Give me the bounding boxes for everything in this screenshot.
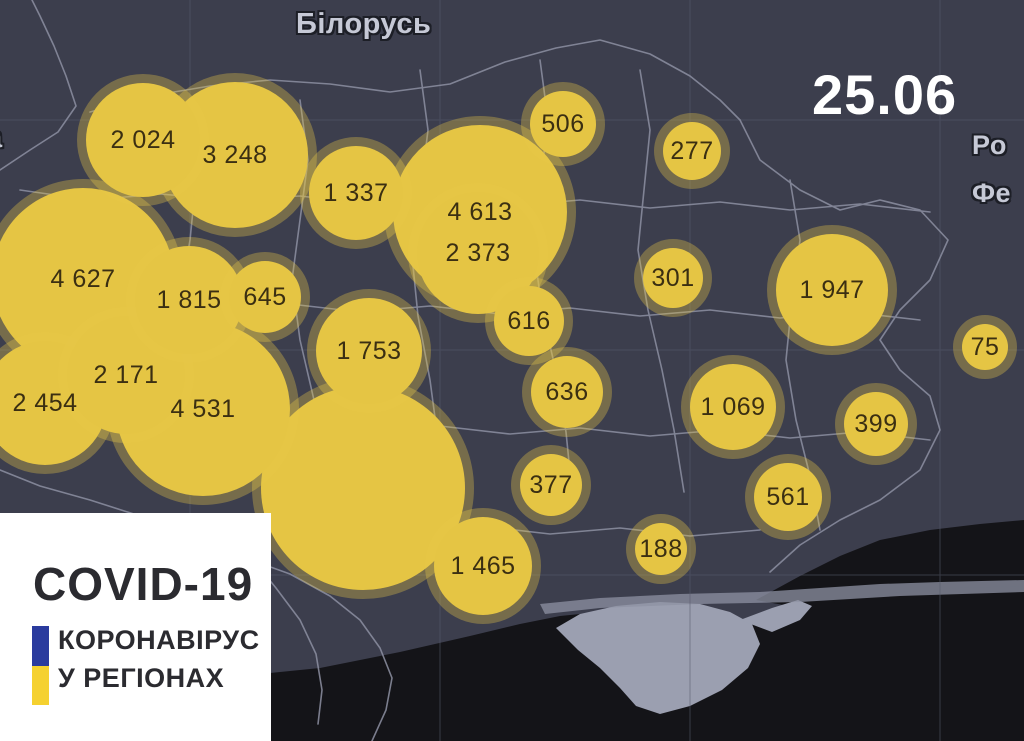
bubble-value-label: 4 627 — [50, 264, 116, 293]
country-label-poland: а — [0, 122, 3, 155]
country-label-russia-line2: Фе — [972, 178, 1012, 208]
region-bubble: 188 — [626, 514, 696, 584]
bubble-value-label: 2 373 — [445, 238, 511, 267]
region-bubble: 645 — [220, 252, 310, 342]
bubble-disc — [229, 261, 301, 333]
bubble-value-label: 2 454 — [12, 388, 78, 417]
flag-yellow-stripe — [32, 665, 49, 705]
region-bubble: 2 024 — [77, 74, 209, 206]
bubble-value-label: 4 531 — [170, 394, 236, 423]
region-bubble: 1 337 — [300, 137, 412, 249]
bubble-value-label: 188 — [639, 534, 683, 563]
bubble-disc — [962, 324, 1008, 370]
logo-card: COVID-19 КОРОНАВІРУС У РЕГІОНАХ — [0, 513, 271, 741]
bubble-value-label: 645 — [243, 282, 287, 311]
crimea-kerch — [740, 600, 812, 632]
bubble-disc — [86, 83, 200, 197]
bubble-disc — [663, 122, 721, 180]
logo-subtitle-line2: У РЕГІОНАХ — [58, 663, 225, 693]
flag-blue-stripe — [32, 626, 49, 666]
bubble-disc — [844, 392, 908, 456]
region-bubble: 1 753 — [307, 289, 431, 413]
country-label-belarus: Білорусь — [296, 8, 432, 40]
bubble-value-label: 277 — [670, 136, 714, 165]
region-bubble: 277 — [654, 113, 730, 189]
bubble-value-label: 1 337 — [323, 178, 389, 207]
region-bubble: 377 — [511, 445, 591, 525]
date-label: 25.06 — [812, 63, 958, 126]
region-bubble: 1 465 — [425, 508, 541, 624]
bubble-disc — [494, 286, 564, 356]
region-bubble: 1 815 — [126, 237, 252, 363]
bubble-disc — [635, 523, 687, 575]
bubble-value-label: 506 — [541, 109, 585, 138]
bubble-value-label: 377 — [529, 470, 573, 499]
bubble-disc — [754, 463, 822, 531]
bubble-disc — [261, 386, 465, 590]
bubble-value-label: 616 — [507, 306, 551, 335]
region-bubble: 1 947 — [767, 225, 897, 355]
bubble-value-label: 2 024 — [110, 125, 176, 154]
bubble-value-label: 1 753 — [336, 336, 402, 365]
ukraine-flag-icon — [32, 626, 49, 705]
bubble-disc — [776, 234, 888, 346]
region-bubble: 506 — [521, 82, 605, 166]
bubble-value-label: 399 — [854, 409, 898, 438]
region-bubble: 561 — [745, 454, 831, 540]
country-label-russia-line1: Ро — [972, 130, 1007, 160]
region-bubble: 1 069 — [681, 355, 785, 459]
region-bubble: 399 — [835, 383, 917, 465]
bubble-disc — [531, 356, 603, 428]
bubble-value-label: 4 613 — [447, 197, 513, 226]
bubble-disc — [135, 246, 243, 354]
bubble-value-label: 636 — [545, 377, 589, 406]
bubble-value-label: 1 465 — [450, 551, 516, 580]
bubble-disc — [309, 146, 403, 240]
bubble-value-label: 1 069 — [700, 392, 766, 421]
region-bubble: 301 — [634, 239, 712, 317]
region-bubble: 636 — [522, 347, 612, 437]
logo-title: COVID-19 — [33, 558, 254, 610]
crimea-landmass — [556, 602, 760, 714]
bubble-disc — [643, 248, 703, 308]
bubble-value-label: 301 — [651, 263, 695, 292]
bubble-disc — [316, 298, 422, 404]
logo-subtitle-line1: КОРОНАВІРУС — [58, 625, 260, 655]
bubble-value-label: 1 815 — [156, 285, 222, 314]
bubble-disc — [434, 517, 532, 615]
region-bubble: 75 — [953, 315, 1017, 379]
bubble-value-label: 561 — [766, 482, 810, 511]
bubble-value-label: 75 — [970, 332, 1000, 361]
crimea-north-sliver — [540, 580, 1024, 614]
bubble-value-label: 3 248 — [202, 140, 268, 169]
bubble-value-label: 2 171 — [93, 360, 159, 389]
bubble-disc — [690, 364, 776, 450]
region-bubble: 616 — [485, 277, 573, 365]
bubble-disc — [520, 454, 582, 516]
bubble-disc — [530, 91, 596, 157]
bubble-value-label: 1 947 — [799, 275, 865, 304]
